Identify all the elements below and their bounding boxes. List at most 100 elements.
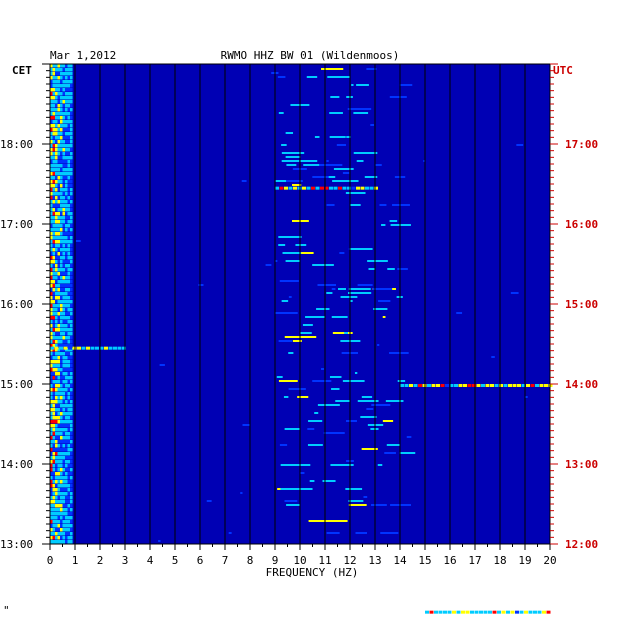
spectrogram-cell <box>55 384 58 388</box>
spectrogram-cell <box>67 156 71 160</box>
spectrogram-cell <box>55 492 58 496</box>
spectrogram-cell <box>67 308 71 312</box>
spectrogram-cell <box>52 172 56 176</box>
spectrogram-cell <box>62 136 66 140</box>
spectrogram-cell <box>57 480 61 484</box>
spectrogram-cell <box>50 64 53 68</box>
spectrogram-cell <box>60 540 63 544</box>
spectrogram-cell <box>67 84 71 88</box>
spectrogram-cell <box>52 440 56 444</box>
spectrogram-cell <box>317 404 340 406</box>
spectrogram-cell <box>70 360 73 364</box>
spectrogram-cell <box>70 236 73 240</box>
spectrogram-cell <box>60 116 63 120</box>
spectrogram-cell <box>70 352 73 356</box>
spectrogram-cell <box>65 384 68 388</box>
spectrogram-cell <box>65 304 68 308</box>
spectrogram-cell <box>60 520 63 524</box>
spectrogram-cell <box>65 204 68 208</box>
spectrogram-cell <box>55 376 58 380</box>
spectrogram-cell <box>57 200 61 204</box>
spectrogram-cell <box>65 244 68 248</box>
spectrogram-cell <box>70 108 73 112</box>
spectrogram-cell <box>52 256 56 260</box>
spectrogram-cell <box>70 188 73 192</box>
spectrogram-cell <box>57 540 61 544</box>
event-line-segment <box>275 186 279 190</box>
spectrogram-cell <box>65 452 68 456</box>
spectrogram-cell <box>50 464 53 468</box>
spectrogram-cell <box>55 220 58 224</box>
spectrogram-cell <box>62 288 66 292</box>
spectrogram-cell <box>50 176 53 180</box>
spectrogram-cell <box>281 160 300 162</box>
spectrogram-cell <box>70 328 73 332</box>
spectrogram-cell <box>70 428 73 432</box>
spectrogram-cell <box>70 540 73 544</box>
spectrogram-cell <box>392 224 411 226</box>
spectrogram-cell <box>52 452 56 456</box>
spectrogram-cell <box>55 320 58 324</box>
spectrogram-cell <box>57 500 61 504</box>
spectrogram-cell <box>67 520 71 524</box>
spectrogram-cell <box>60 152 63 156</box>
spectrogram-cell <box>60 140 63 144</box>
spectrogram-cell <box>57 428 61 432</box>
spectrogram-cell <box>60 472 63 476</box>
spectrogram-cell <box>67 484 71 488</box>
spectrogram-cell <box>65 136 68 140</box>
spectrogram-cell <box>50 448 53 452</box>
spectrogram-cell <box>55 100 58 104</box>
spectrogram-cell <box>52 156 56 160</box>
spectrogram-cell <box>65 280 68 284</box>
spectrogram-cell <box>65 348 68 352</box>
spectrogram-cell <box>288 388 306 390</box>
spectrogram-cell <box>70 496 73 500</box>
spectrogram-cell <box>62 420 66 424</box>
spectrogram-cell <box>55 400 58 404</box>
spectrogram-cell <box>65 500 68 504</box>
spectrogram-cell <box>65 408 68 412</box>
spectrogram-cell <box>55 516 58 520</box>
spectrogram-cell <box>55 468 58 472</box>
spectrogram-cell <box>60 136 63 140</box>
spectrogram-cell <box>399 452 416 454</box>
spectrogram-cell <box>52 296 56 300</box>
spectrogram-cell <box>242 424 251 426</box>
spectrogram-cell <box>57 460 61 464</box>
spectrogram-cell <box>50 244 53 248</box>
spectrogram-cell <box>57 384 61 388</box>
event-line-segment <box>535 384 539 387</box>
event-line-segment <box>510 610 515 614</box>
spectrogram-cell <box>62 348 66 352</box>
spectrogram-cell <box>347 292 372 294</box>
spectrogram-cell <box>55 72 58 76</box>
spectrogram-cell <box>367 424 384 426</box>
spectrogram-cell <box>67 376 71 380</box>
spectrogram-cell <box>52 536 56 540</box>
spectrogram-cell <box>67 516 71 520</box>
spectrogram-cell <box>60 496 63 500</box>
spectrogram-cell <box>57 476 61 480</box>
spectrogram-cell <box>62 232 66 236</box>
spectrogram-cell <box>356 160 364 162</box>
spectrogram-cell <box>60 392 63 396</box>
spectrogram-cell <box>60 68 63 72</box>
spectrogram-cell <box>60 76 63 80</box>
spectrogram-cell <box>50 72 53 76</box>
spectrogram-cell <box>50 360 53 364</box>
spectrogram-cell <box>60 204 63 208</box>
spectrogram-cell <box>57 404 61 408</box>
spectrogram-cell <box>57 192 61 196</box>
event-line-segment <box>542 610 546 614</box>
spectrogram-cell <box>55 528 58 532</box>
spectrogram-cell <box>50 188 53 192</box>
spectrogram-cell <box>50 200 53 204</box>
spectrogram-cell <box>60 248 63 252</box>
spectrogram-cell <box>328 176 336 178</box>
spectrogram-cell <box>345 488 363 490</box>
spectrogram-cell <box>50 512 53 516</box>
spectrogram-cell <box>67 160 71 164</box>
spectrogram-cell <box>284 500 298 502</box>
spectrogram-cell <box>60 256 63 260</box>
